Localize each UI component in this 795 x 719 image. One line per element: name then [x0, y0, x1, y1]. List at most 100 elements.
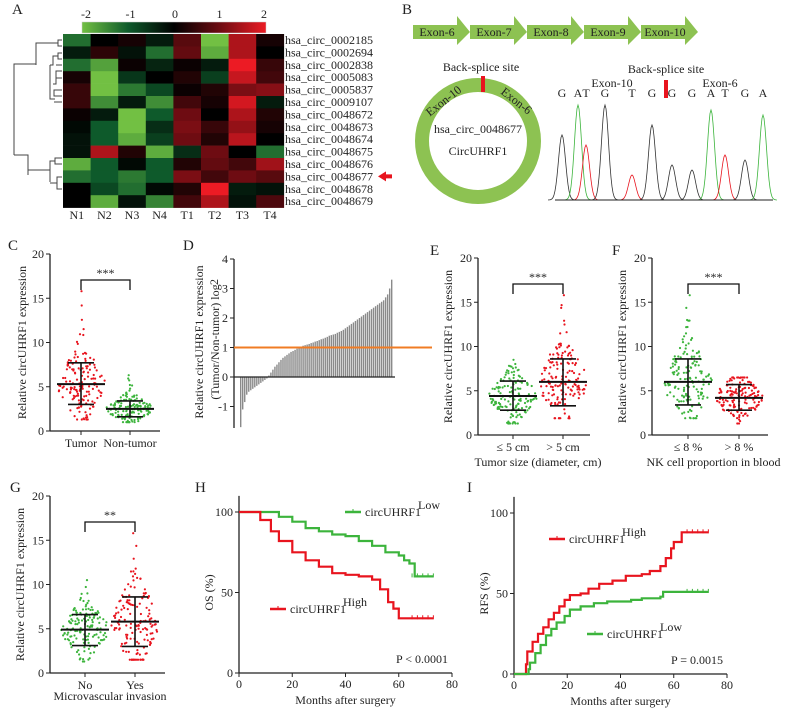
exon-label: Exon-7 [476, 25, 511, 39]
data-point [576, 388, 579, 391]
significance-stars: ** [104, 508, 116, 522]
data-point [564, 350, 567, 353]
data-point [137, 642, 140, 645]
data-point [122, 604, 125, 607]
data-point [147, 410, 150, 414]
data-point [514, 388, 517, 391]
data-point [523, 401, 527, 405]
data-point [720, 403, 723, 407]
colorbar-tick-label: 2 [261, 7, 267, 21]
heatmap-cell [90, 170, 119, 184]
scatter-panel-f: 0 5 10 15 20 Relative circUHRF1 expression NK … [615, 251, 780, 469]
data-point [509, 403, 512, 406]
data-point [109, 413, 112, 416]
data-point [685, 371, 688, 374]
data-point [685, 326, 688, 329]
data-point [124, 394, 127, 397]
data-point [70, 618, 73, 621]
data-point [139, 417, 142, 420]
base-call: A [707, 86, 716, 100]
heatmap-cell [63, 133, 91, 146]
data-point [145, 606, 148, 609]
data-point [571, 362, 574, 365]
y-tick-label: 20 [32, 247, 44, 261]
data-point [548, 353, 552, 356]
data-point [493, 387, 496, 391]
heatmap-cell [118, 120, 147, 134]
data-point [87, 618, 90, 622]
y-axis-label: Relative circUHRF1 expression [192, 265, 206, 418]
base-call: G [741, 86, 750, 100]
heatmap-panel: -2 -1 0 1 2 hsa_circ_0002185hsa_circ_0002694h… [13, 7, 392, 222]
data-point [141, 628, 145, 631]
data-point [531, 398, 534, 401]
data-point [507, 400, 510, 403]
data-point [129, 585, 132, 588]
bar [286, 354, 288, 378]
data-point [729, 412, 733, 415]
data-point [73, 356, 76, 359]
data-point [568, 415, 571, 418]
data-point [97, 636, 100, 639]
data-point [118, 600, 121, 603]
heatmap-cell [173, 170, 202, 184]
bar [308, 343, 310, 377]
bar [312, 342, 314, 377]
data-point [80, 290, 83, 293]
data-point [85, 394, 88, 397]
data-point [571, 385, 575, 388]
data-point [145, 409, 148, 412]
y-tick-label: 10 [32, 336, 44, 350]
data-point [105, 635, 108, 639]
bar [386, 294, 389, 377]
data-point [515, 416, 518, 419]
heatmap-cell [145, 71, 174, 84]
data-point [499, 403, 502, 406]
data-point [560, 304, 563, 307]
data-point [743, 376, 746, 379]
x-tick-label: 80 [721, 678, 733, 692]
heatmap-cell [173, 195, 202, 208]
data-point [122, 649, 125, 653]
data-point [119, 615, 123, 619]
data-point [87, 632, 91, 635]
group-label: > 5 cm [546, 440, 580, 454]
data-point [752, 385, 755, 388]
data-point [68, 639, 71, 642]
data-point [69, 621, 72, 624]
data-point [92, 405, 95, 408]
data-point [86, 592, 89, 595]
data-point [516, 422, 519, 425]
y-axis-label: Relative circUHRF1 expression [615, 270, 629, 423]
data-point [142, 415, 146, 418]
survival-curve [239, 510, 434, 620]
data-point [738, 415, 741, 419]
data-point [115, 612, 118, 615]
data-point [142, 658, 145, 661]
data-point [491, 387, 494, 390]
data-point [512, 373, 515, 377]
data-point [90, 377, 93, 380]
data-point [684, 392, 688, 396]
data-point [720, 391, 723, 394]
heatmap-cell [118, 108, 147, 122]
heatmap-cell [118, 182, 147, 196]
data-point [679, 377, 682, 381]
legend-label: circUHRF1 [569, 532, 625, 546]
bar [280, 359, 282, 377]
data-point [701, 397, 704, 400]
data-point [567, 386, 570, 389]
data-point [89, 652, 92, 655]
scatter-panel-e: 0 5 10 15 20 Relative circUHRF1 expression Tum… [441, 251, 602, 469]
heatmap-cell [201, 182, 229, 196]
data-point [111, 414, 114, 417]
data-point [131, 404, 135, 407]
heatmap-cell [145, 133, 174, 146]
data-point [149, 622, 152, 625]
y-tick-label: 0 [227, 666, 233, 680]
bar [378, 303, 381, 377]
heatmap-cell [90, 96, 119, 109]
data-point [677, 387, 680, 390]
data-point [559, 417, 562, 420]
heatmap-cell [201, 71, 229, 84]
